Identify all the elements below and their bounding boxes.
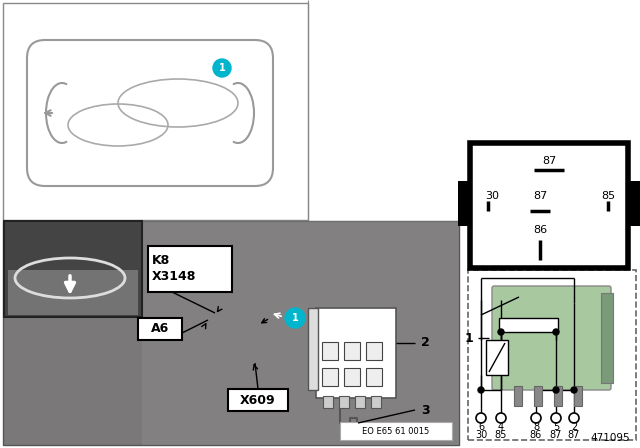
Text: 87: 87 (550, 430, 562, 440)
Text: 4: 4 (498, 422, 504, 432)
Text: 87: 87 (533, 190, 547, 201)
Text: X3148: X3148 (152, 270, 196, 283)
Bar (366, 342, 382, 360)
Text: 1: 1 (464, 332, 473, 345)
Text: 471095: 471095 (590, 433, 630, 443)
Text: A6: A6 (151, 323, 169, 336)
Circle shape (553, 387, 559, 393)
Bar (308, 308, 318, 390)
Bar (371, 396, 381, 408)
Bar (534, 386, 542, 406)
Bar (322, 342, 338, 360)
Bar (148, 246, 232, 292)
Text: 2: 2 (421, 336, 429, 349)
Bar (355, 396, 365, 408)
Text: 1: 1 (292, 313, 298, 323)
Bar (228, 389, 288, 411)
Bar (344, 368, 360, 386)
Bar (601, 293, 613, 383)
Text: 86: 86 (533, 225, 547, 235)
Bar (3, 221, 459, 445)
Bar (554, 386, 562, 406)
Bar (3, 3, 308, 220)
Text: 6: 6 (478, 422, 484, 432)
Text: 3: 3 (421, 404, 429, 417)
Text: 8: 8 (533, 422, 539, 432)
FancyBboxPatch shape (492, 286, 611, 390)
Text: 30: 30 (485, 190, 499, 201)
Bar (8, 270, 138, 315)
Bar (468, 270, 636, 440)
Text: 87: 87 (542, 156, 556, 166)
Circle shape (553, 329, 559, 335)
Bar (458, 181, 472, 226)
Circle shape (569, 413, 579, 423)
Bar (344, 342, 360, 360)
Text: 85: 85 (495, 430, 507, 440)
Bar (138, 318, 182, 340)
Circle shape (478, 387, 484, 393)
Bar (4, 221, 142, 317)
Circle shape (285, 308, 305, 328)
Circle shape (498, 329, 504, 335)
Circle shape (213, 59, 231, 77)
FancyBboxPatch shape (27, 40, 273, 186)
Circle shape (551, 413, 561, 423)
Circle shape (531, 413, 541, 423)
Text: 1: 1 (219, 63, 225, 73)
Text: 30: 30 (475, 430, 487, 440)
Text: 2: 2 (571, 422, 577, 432)
Bar (499, 318, 558, 332)
Bar (574, 386, 582, 406)
Text: 86: 86 (530, 430, 542, 440)
Circle shape (571, 387, 577, 393)
Bar (142, 221, 459, 445)
Bar (322, 368, 338, 386)
Bar (340, 422, 452, 440)
Text: 5: 5 (553, 422, 559, 432)
Circle shape (476, 413, 486, 423)
Bar (514, 386, 522, 406)
Text: K8: K8 (152, 254, 170, 267)
Bar (323, 396, 333, 408)
Text: EO E65 61 0015: EO E65 61 0015 (362, 426, 429, 435)
Bar (366, 368, 382, 386)
Bar (339, 396, 349, 408)
Bar (628, 181, 640, 226)
Text: X609: X609 (240, 393, 276, 406)
Bar (486, 340, 508, 375)
Bar (470, 143, 628, 268)
Text: 87: 87 (568, 430, 580, 440)
Bar (316, 308, 396, 398)
Circle shape (496, 413, 506, 423)
Text: 85: 85 (601, 190, 615, 201)
